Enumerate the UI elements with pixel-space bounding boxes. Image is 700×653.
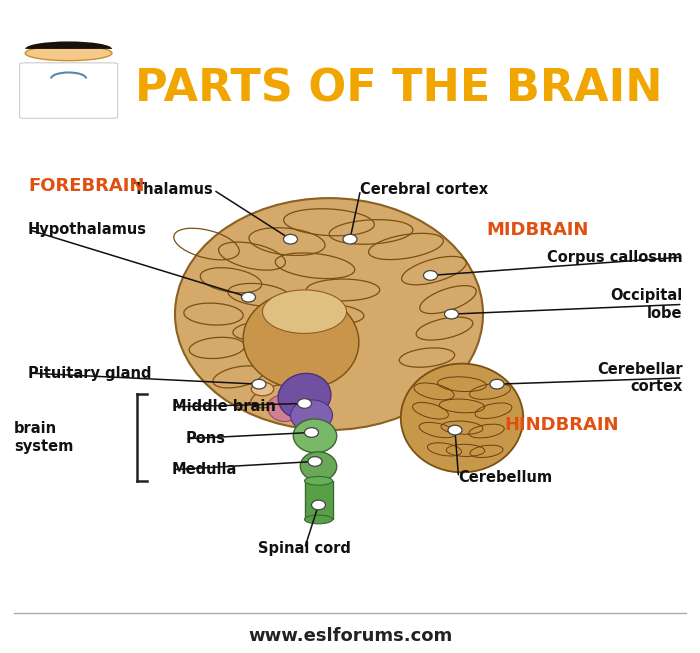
Text: Pons: Pons	[186, 431, 225, 446]
Circle shape	[312, 500, 326, 510]
Circle shape	[343, 234, 357, 244]
Circle shape	[304, 428, 318, 438]
Ellipse shape	[300, 452, 337, 481]
Text: Cerebral cortex: Cerebral cortex	[360, 182, 489, 197]
Ellipse shape	[262, 290, 346, 334]
Text: Cerebellum: Cerebellum	[458, 470, 552, 485]
Text: Occipital
lobe: Occipital lobe	[610, 288, 682, 321]
Circle shape	[424, 270, 438, 280]
Circle shape	[490, 379, 504, 389]
Text: FOREBRAIN: FOREBRAIN	[28, 177, 144, 195]
FancyBboxPatch shape	[20, 63, 118, 118]
Text: Spinal cord: Spinal cord	[258, 541, 351, 556]
Text: brain
system: brain system	[14, 421, 74, 454]
Ellipse shape	[290, 400, 332, 431]
Ellipse shape	[278, 374, 331, 419]
Ellipse shape	[267, 395, 300, 422]
Text: MIDBRAIN: MIDBRAIN	[486, 221, 589, 238]
Circle shape	[241, 293, 255, 302]
Ellipse shape	[304, 515, 332, 524]
Ellipse shape	[175, 198, 483, 430]
Circle shape	[25, 46, 112, 61]
Ellipse shape	[251, 382, 274, 396]
Circle shape	[252, 379, 266, 389]
Ellipse shape	[243, 293, 359, 389]
Text: Thalamus: Thalamus	[134, 182, 214, 197]
Text: Corpus callosum: Corpus callosum	[547, 249, 682, 264]
Text: Middle brain: Middle brain	[172, 400, 275, 415]
Wedge shape	[25, 41, 112, 49]
Text: www.eslforums.com: www.eslforums.com	[368, 315, 444, 391]
Text: Pituitary gland: Pituitary gland	[28, 366, 151, 381]
Circle shape	[444, 310, 458, 319]
Text: www.eslforums.com: www.eslforums.com	[193, 266, 269, 343]
Ellipse shape	[400, 364, 524, 472]
Circle shape	[308, 456, 322, 466]
Ellipse shape	[304, 477, 332, 485]
Text: Hypothalamus: Hypothalamus	[28, 222, 147, 237]
Circle shape	[298, 398, 312, 408]
Text: English Vocabulary: English Vocabulary	[280, 27, 518, 46]
Ellipse shape	[293, 419, 337, 453]
Text: Medulla: Medulla	[172, 462, 237, 477]
Text: Cerebellar
cortex: Cerebellar cortex	[597, 362, 682, 394]
Circle shape	[448, 425, 462, 435]
Text: www.eslforums.com: www.eslforums.com	[248, 627, 452, 645]
Text: HINDBRAIN: HINDBRAIN	[504, 416, 619, 434]
Circle shape	[284, 234, 298, 244]
Polygon shape	[304, 481, 332, 520]
Text: PARTS OF THE BRAIN: PARTS OF THE BRAIN	[135, 68, 663, 110]
